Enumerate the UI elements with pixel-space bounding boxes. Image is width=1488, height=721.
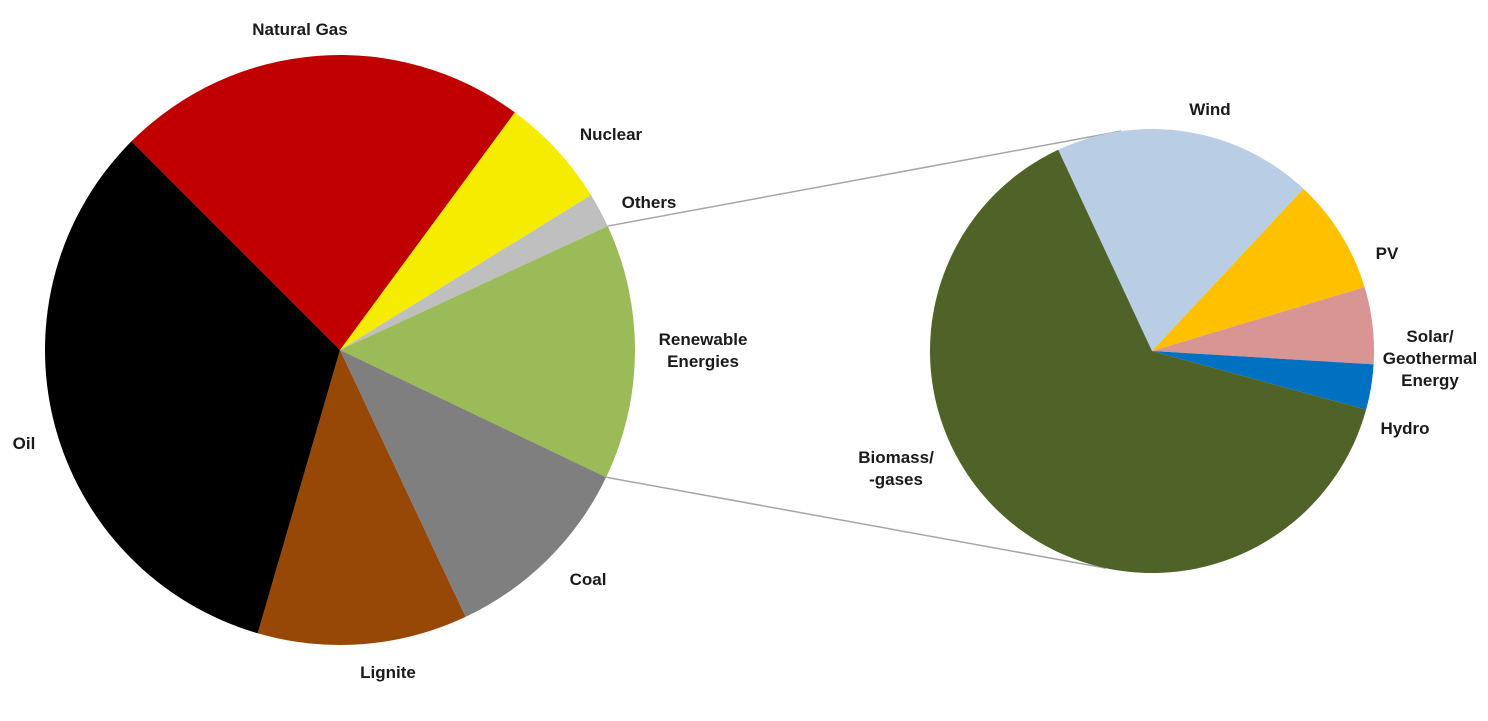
- label-wind: Wind: [1189, 100, 1230, 119]
- slice-coal: [340, 350, 607, 617]
- slice-natural-gas: [131, 54, 515, 351]
- connector-bottom-line: [605, 476, 1106, 569]
- label-oil: Oil: [13, 434, 36, 453]
- slice-pv: [1152, 188, 1365, 351]
- connector-lines: [605, 130, 1122, 569]
- slice-lignite: [257, 350, 466, 645]
- label-solar-geothermal-energy: Solar/Geothermal Energy: [1383, 327, 1477, 390]
- slice-others: [340, 195, 608, 350]
- slice-oil: [44, 141, 341, 634]
- label-lignite: Lignite: [360, 663, 416, 682]
- main-pie: Natural Gas Nuclear Others Renewable Energie…: [13, 20, 748, 682]
- slice-wind: [1058, 129, 1304, 351]
- connector-top-line: [607, 130, 1122, 227]
- label-others: Others: [622, 193, 677, 212]
- label-renewable-energies: Renewable Energies: [659, 330, 748, 371]
- label-natural-gas: Natural Gas: [252, 20, 347, 39]
- label-nuclear: Nuclear: [580, 125, 643, 144]
- slice-solar-geothermal-energy: [1152, 287, 1374, 365]
- label-biomass-gases: Biomass/-gases: [858, 448, 934, 489]
- label-pv: PV: [1376, 244, 1399, 263]
- slice-nuclear: [340, 112, 592, 351]
- renewables-detail-pie: Wind PV Solar/Geothermal Energy Hydro Biomass…: [858, 100, 1477, 574]
- slice-biomass-gases: [929, 149, 1367, 574]
- slice-hydro: [1152, 351, 1374, 410]
- slice-renewable-energies: [340, 226, 636, 478]
- label-hydro: Hydro: [1380, 419, 1429, 438]
- label-coal: Coal: [570, 570, 607, 589]
